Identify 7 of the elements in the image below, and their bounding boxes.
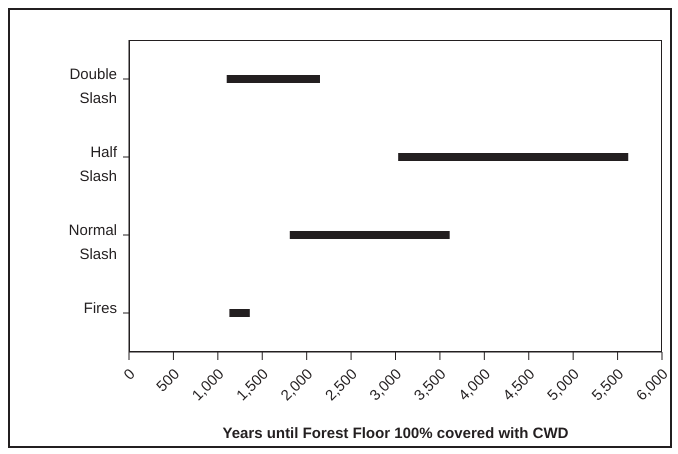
y-tick-label: Fires <box>84 300 117 317</box>
x-tick-label: 0 <box>120 366 139 384</box>
x-axis-title: Years until Forest Floor 100% covered with CWD <box>222 425 569 442</box>
y-tick-label: Double Slash <box>69 66 117 107</box>
y-tick-label: Half Slash <box>79 144 118 185</box>
y-tick-label: Normal Slash <box>68 222 117 263</box>
x-tick-label: 500 <box>153 366 184 396</box>
